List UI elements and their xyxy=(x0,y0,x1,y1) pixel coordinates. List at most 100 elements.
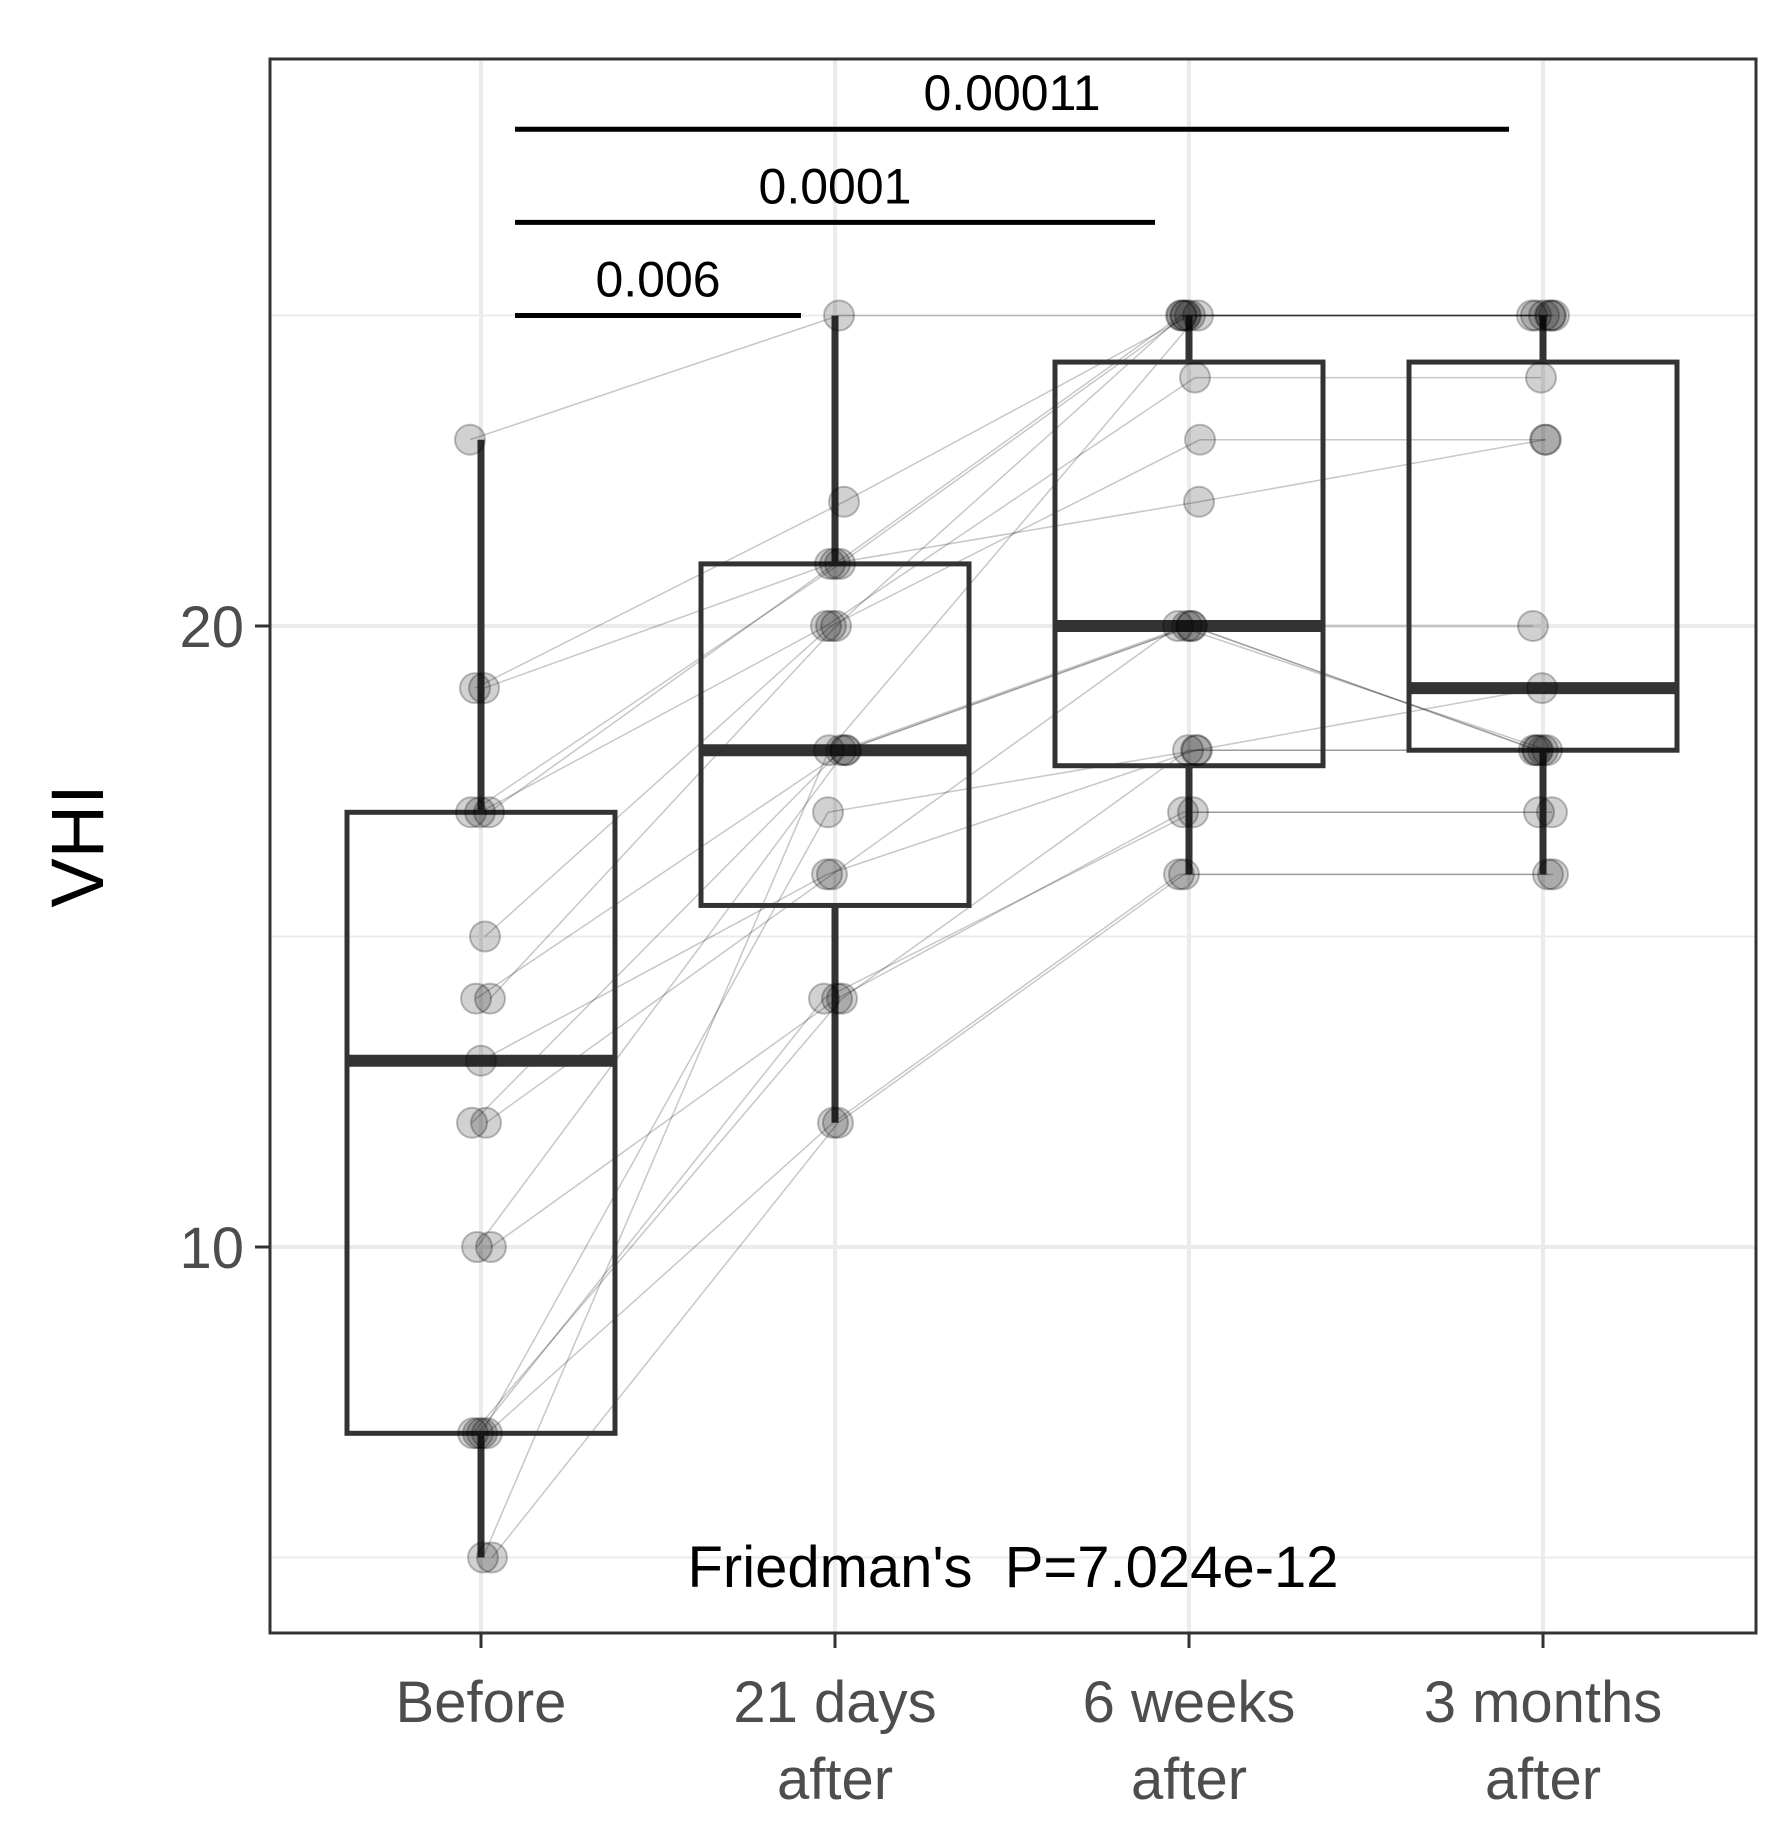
data-point xyxy=(1162,610,1194,642)
data-point xyxy=(475,1231,507,1263)
data-point xyxy=(1526,672,1558,705)
data-point xyxy=(469,920,501,953)
subject-line xyxy=(485,873,833,1124)
y-axis-title: VHI xyxy=(36,784,119,907)
data-point xyxy=(1179,361,1211,394)
data-point xyxy=(810,610,842,642)
data-point xyxy=(455,796,487,829)
x-tick-label: 21 days xyxy=(733,1670,936,1735)
data-point xyxy=(1166,299,1198,332)
data-point xyxy=(1522,734,1554,767)
subject-line xyxy=(472,998,843,1434)
subject-line xyxy=(837,873,1185,1124)
data-point xyxy=(821,982,853,1015)
data-point xyxy=(467,1541,499,1574)
subject-line xyxy=(484,625,832,938)
subject-line xyxy=(843,314,1191,503)
box xyxy=(1052,359,1326,769)
data-point xyxy=(820,610,852,642)
p-value-label: 0.00011 xyxy=(923,65,1100,121)
subject-line xyxy=(828,315,1199,751)
data-point xyxy=(1170,299,1202,332)
data-points xyxy=(454,299,1570,1574)
subject-line xyxy=(475,749,846,1000)
data-point xyxy=(826,982,858,1015)
data-point xyxy=(1518,734,1550,767)
data-point xyxy=(1537,858,1569,891)
data-point xyxy=(816,858,848,891)
y-tick-label: 10 xyxy=(179,1216,244,1281)
subject-line xyxy=(469,314,840,441)
subject-line xyxy=(825,376,1196,627)
x-tick-label-line2: after xyxy=(1485,1747,1601,1812)
data-point xyxy=(473,796,505,829)
data-point xyxy=(1538,299,1570,332)
y-axis-ticks: 10 20 xyxy=(179,595,270,1281)
subject-line xyxy=(490,997,838,1248)
subject-line xyxy=(845,625,1193,751)
subject-line xyxy=(488,563,836,813)
data-point xyxy=(1176,610,1208,642)
data-point xyxy=(1184,423,1216,456)
data-point xyxy=(817,1106,849,1139)
box xyxy=(1406,359,1680,753)
data-point xyxy=(456,1106,488,1139)
subject-line xyxy=(1198,438,1546,503)
subject-line xyxy=(477,998,825,1434)
data-point xyxy=(1516,299,1548,332)
data-point xyxy=(464,796,496,829)
x-tick-label: Before xyxy=(396,1670,567,1735)
data-point xyxy=(1523,796,1555,829)
data-point xyxy=(468,672,500,705)
subject-line xyxy=(841,749,1189,1000)
data-point xyxy=(461,1231,493,1263)
subject-line xyxy=(836,811,1184,1000)
subject-line xyxy=(1177,625,1548,751)
data-point xyxy=(470,1106,502,1139)
data-point xyxy=(474,982,506,1015)
x-tick-label-line2: after xyxy=(777,1747,893,1812)
data-point xyxy=(460,982,492,1015)
data-point xyxy=(471,1417,503,1450)
box xyxy=(344,809,618,1436)
data-point xyxy=(1172,734,1204,767)
y-tick-label: 20 xyxy=(179,595,244,660)
data-point xyxy=(813,734,845,767)
data-point xyxy=(1183,485,1215,518)
subject-line xyxy=(483,563,831,689)
data-point xyxy=(1521,734,1553,767)
subject-line xyxy=(491,1122,839,1558)
x-axis-ticks: Before 21 days after 6 weeks after 3 months af… xyxy=(396,1633,1663,1812)
data-point xyxy=(828,485,860,518)
data-point xyxy=(1168,858,1200,891)
data-point xyxy=(476,1541,508,1574)
subject-line xyxy=(1191,625,1539,751)
data-point xyxy=(454,423,486,456)
data-point xyxy=(1517,610,1549,642)
data-point xyxy=(466,1417,498,1450)
subject-line xyxy=(476,749,847,1248)
subject-line xyxy=(827,749,1198,814)
data-point xyxy=(808,982,840,1015)
data-point xyxy=(1536,796,1568,829)
subject-line xyxy=(835,314,1183,627)
x-tick-label: 3 months xyxy=(1424,1670,1663,1735)
data-point xyxy=(1530,423,1562,456)
subject-line xyxy=(489,625,837,1000)
subject-line xyxy=(826,749,1197,876)
data-point xyxy=(1520,299,1552,332)
data-point xyxy=(1529,423,1561,456)
subject-line xyxy=(840,625,1188,751)
p-value-label: 0.006 xyxy=(595,252,720,308)
subject-line xyxy=(470,563,841,813)
subject-line xyxy=(834,314,1182,565)
data-point xyxy=(459,672,491,705)
data-point xyxy=(814,547,846,580)
subject-line xyxy=(829,501,1200,565)
data-point xyxy=(1167,796,1199,829)
p-value-label: 0.0001 xyxy=(759,158,912,214)
data-point xyxy=(1163,858,1195,891)
data-point xyxy=(1181,734,1213,767)
